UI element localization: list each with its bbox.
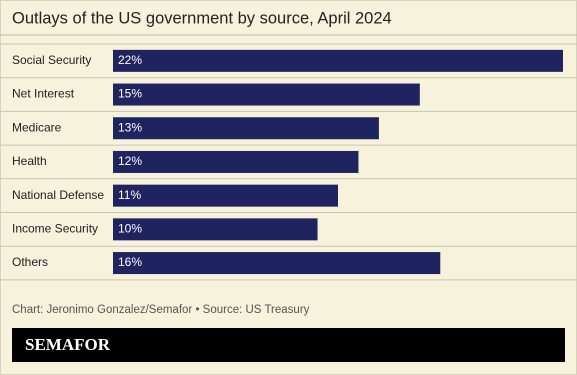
value-label: 15% [118,87,142,101]
category-label: Income Security [12,222,98,236]
bar [113,83,420,106]
bar [113,150,359,173]
category-label: Medicare [12,120,62,134]
value-label: 22% [118,53,142,67]
bar [113,117,379,140]
value-label: 16% [118,255,142,269]
bar [113,184,338,207]
chart-title: Outlays of the US government by source, … [12,9,392,27]
value-label: 10% [118,222,142,236]
source: Chart: Jeronimo Gonzalez/Semafor • Sourc… [12,304,310,316]
category-label: Others [12,255,48,269]
value-label: 13% [118,120,142,134]
category-label: Social Security [12,53,91,67]
value-label: 12% [118,154,142,168]
value-label: 11% [118,188,141,202]
category-label: National Defense [12,188,104,202]
bar [113,49,563,72]
bar [113,252,441,275]
bar [113,218,318,241]
logo-band [12,328,565,362]
category-label: Health [12,154,47,168]
logo: SEMAFOR [25,335,111,354]
category-label: Net Interest [12,87,75,101]
